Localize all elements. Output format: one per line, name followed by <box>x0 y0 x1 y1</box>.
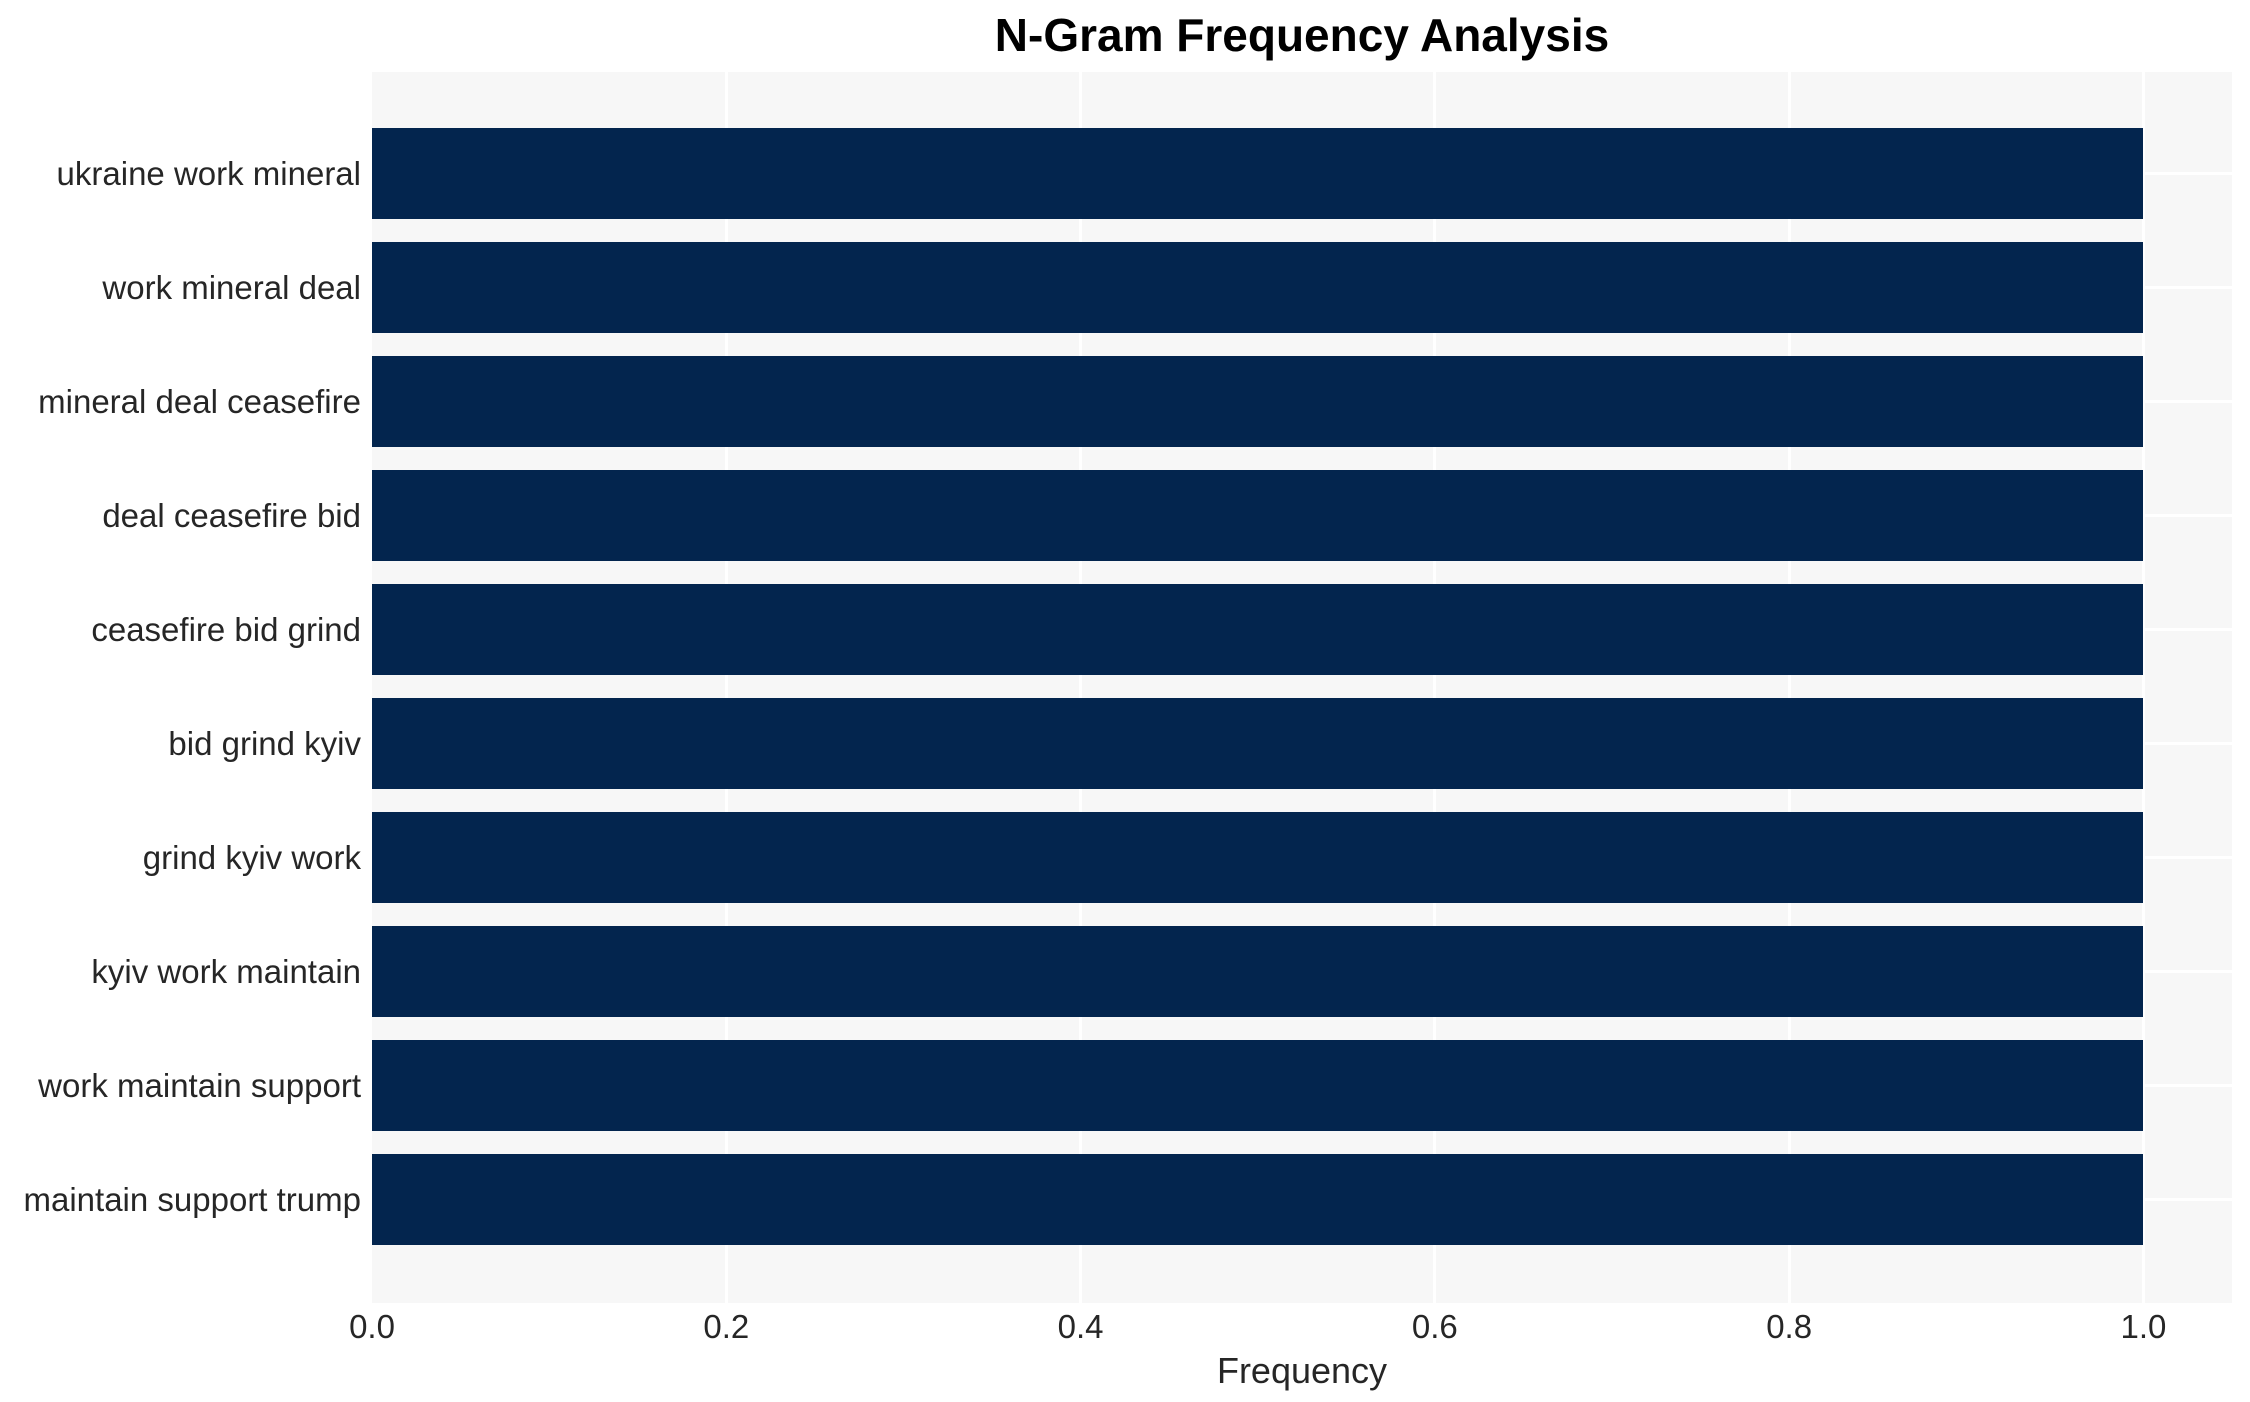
x-axis-tick-label: 0.0 <box>349 1308 395 1345</box>
gridline-vertical <box>1787 72 1791 1303</box>
bar <box>372 698 2144 789</box>
gridline-vertical <box>1433 72 1437 1303</box>
gridline-vertical <box>724 72 728 1303</box>
y-axis-label: kyiv work maintain <box>91 952 361 990</box>
y-axis-label: grind kyiv work <box>142 838 361 876</box>
y-axis-label: ukraine work mineral <box>56 154 361 192</box>
bar <box>372 356 2144 447</box>
bar <box>372 584 2144 675</box>
y-axis-label: maintain support trump <box>23 1180 362 1218</box>
gridline-vertical <box>1079 72 1083 1303</box>
y-axis-label: deal ceasefire bid <box>102 496 361 534</box>
x-axis-tick-label: 0.4 <box>1057 1308 1104 1345</box>
plot-area <box>372 72 2232 1303</box>
bar <box>372 1040 2144 1131</box>
x-axis-tick-label: 0.2 <box>703 1308 750 1345</box>
gridline-vertical <box>2141 72 2145 1303</box>
y-axis-label: work mineral deal <box>102 268 361 306</box>
bar <box>372 926 2144 1017</box>
bar <box>372 128 2144 219</box>
y-axis-label: bid grind kyiv <box>168 724 361 762</box>
x-axis-tick-label: 0.8 <box>1766 1308 1813 1345</box>
y-axis-label: ceasefire bid grind <box>91 610 361 648</box>
bar <box>372 242 2144 333</box>
y-axis-label: work maintain support <box>38 1066 361 1104</box>
chart-title: N-Gram Frequency Analysis <box>994 9 1610 61</box>
bar <box>372 812 2144 903</box>
x-axis-title: Frequency <box>1216 1350 1388 1391</box>
x-axis-tick-label: 1.0 <box>2120 1308 2167 1345</box>
y-axis-label: mineral deal ceasefire <box>38 382 361 420</box>
x-axis-tick-label: 0.6 <box>1411 1308 1458 1345</box>
bar <box>372 1154 2144 1245</box>
bar <box>372 470 2144 561</box>
